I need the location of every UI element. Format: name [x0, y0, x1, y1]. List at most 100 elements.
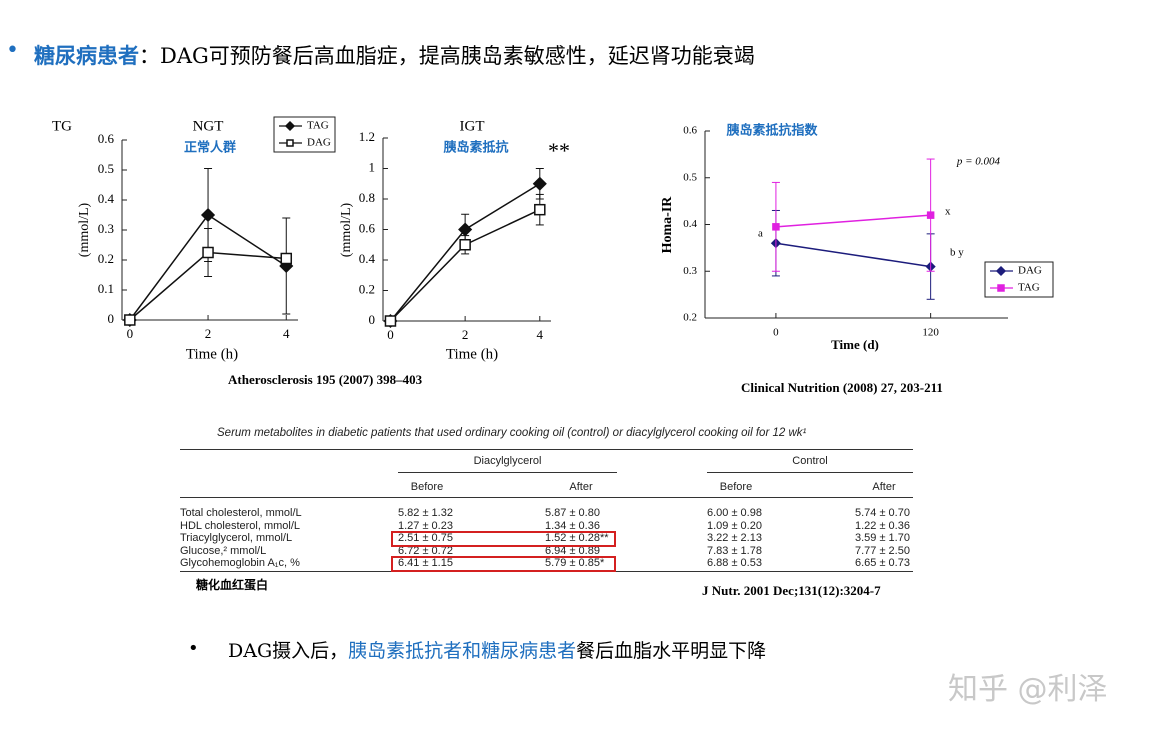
- cell: 2.51 ± 0.75: [398, 532, 453, 544]
- annotation: p = 0.004: [956, 156, 1001, 168]
- highlight-box: [391, 531, 616, 547]
- y-tick-label: 0.6: [359, 220, 376, 235]
- y-axis-label: (mmol/L): [339, 202, 354, 257]
- cell: 6.00 ± 0.98: [707, 507, 762, 519]
- cell: 1.52 ± 0.28**: [545, 532, 609, 544]
- highlight-box: [391, 556, 616, 572]
- annotation: x: [945, 206, 951, 218]
- group-header: Diacylglycerol: [473, 455, 542, 467]
- chart-title: NGT: [193, 118, 224, 134]
- y-tick-label: 0.2: [359, 281, 375, 296]
- heading: 糖尿病患者：DAG可预防餐后高血脂症，提高胰岛素敏感性，延迟肾功能衰竭: [34, 40, 755, 70]
- source: Clinical Nutrition (2008) 27, 203-211: [741, 380, 943, 395]
- source: Atherosclerosis 195 (2007) 398–403: [228, 372, 423, 387]
- y-tick-label: 0.4: [98, 191, 115, 206]
- y-tick-label: 1.2: [359, 129, 375, 144]
- chart-subtitle: 胰岛素抵抗: [443, 140, 508, 156]
- marker: [997, 284, 1005, 292]
- conclusion: DAG摄入后，胰岛素抵抗者和糖尿病患者餐后血脂水平明显下降: [228, 636, 766, 663]
- marker: [200, 207, 216, 223]
- marker: [995, 265, 1007, 277]
- y-tick-label: 0.2: [98, 251, 114, 266]
- y-tick-label: 0.5: [98, 161, 114, 176]
- cell: 5.87 ± 0.80: [545, 507, 600, 519]
- y-tick-label: 0: [369, 312, 376, 327]
- table-caption: Serum metabolites in diabetic patients t…: [217, 427, 807, 439]
- marker: [124, 314, 136, 326]
- legend-label: DAG: [307, 137, 331, 149]
- source: J Nutr. 2001 Dec;131(12):3204-7: [702, 583, 881, 598]
- y-tick-label: 0.6: [683, 125, 697, 137]
- rule: [180, 449, 913, 450]
- y-tick-label: 0.3: [683, 265, 697, 277]
- y-axis-label: (mmol/L): [77, 202, 92, 257]
- annotation: a: [758, 228, 763, 240]
- x-tick-label: 0: [773, 327, 779, 339]
- bullet: •: [6, 38, 19, 63]
- rule: [180, 497, 913, 498]
- marker: [534, 203, 546, 216]
- y-tick-label: 0.6: [98, 131, 115, 146]
- cell: 3.59 ± 1.70: [855, 532, 910, 544]
- cell: 3.22 ± 2.13: [707, 532, 762, 544]
- annotation: b y: [950, 247, 964, 259]
- cell: 1.09 ± 0.20: [707, 519, 762, 532]
- column-header: Before: [719, 481, 753, 493]
- legend-label: DAG: [1018, 265, 1042, 277]
- cell: 6.41 ± 1.15: [398, 557, 453, 569]
- x-tick-label: 0: [127, 326, 134, 341]
- annotation: **: [548, 138, 570, 163]
- cell: 1.34 ± 0.36: [545, 519, 600, 532]
- marker: [286, 139, 294, 147]
- cell: 5.79 ± 0.85*: [545, 557, 605, 569]
- rule: [398, 472, 617, 473]
- chart-subtitle: 正常人群: [184, 140, 236, 156]
- marker: [926, 211, 935, 219]
- y-tick-label: 0.4: [359, 251, 376, 266]
- heading-text: ：DAG可预防餐后高血脂症，提高胰岛素敏感性，延迟肾功能衰竭: [139, 44, 755, 68]
- x-tick-label: 4: [537, 327, 544, 342]
- column-header: After: [872, 481, 896, 493]
- conclusion-key: 胰岛素抵抗者和糖尿病患者: [348, 640, 577, 662]
- corner-label: TG: [52, 118, 72, 134]
- marker: [280, 252, 293, 265]
- legend-label: TAG: [307, 120, 329, 132]
- cell: 7.77 ± 2.50: [855, 544, 910, 557]
- marker: [384, 315, 397, 327]
- y-tick-label: 0.8: [359, 190, 375, 205]
- cell: 5.82 ± 1.32: [398, 507, 453, 519]
- legend-box: [984, 261, 1054, 298]
- series-line: [775, 214, 931, 228]
- x-axis-label: Time (h): [446, 346, 498, 362]
- cell: 1.27 ± 0.23: [398, 519, 453, 532]
- rule: [707, 472, 913, 473]
- row-label: Total cholesterol, mmol/L: [180, 507, 302, 519]
- cell: 5.74 ± 0.70: [855, 507, 910, 519]
- cell: 6.94 ± 0.89: [545, 544, 600, 557]
- y-tick-label: 1: [369, 159, 376, 174]
- marker: [772, 223, 780, 231]
- legend-label: TAG: [1018, 282, 1040, 294]
- bullet: •: [188, 638, 199, 659]
- y-tick-label: 0.4: [683, 218, 697, 230]
- y-tick-label: 0.5: [683, 171, 697, 183]
- row-label: Glucose,² mmol/L: [180, 544, 267, 557]
- charts: 0 0.1 0.2 0.3 0.4 0.5 0.6 0 2 4 TG NGT 正常人群 (mmol/L) T…: [52, 116, 1054, 362]
- y-axis-label: Homa-IR: [660, 196, 675, 254]
- row-label: HDL cholesterol, mmol/L: [180, 519, 301, 532]
- chart-title: 胰岛素抵抗指数: [726, 123, 818, 139]
- y-tick-label: 0.3: [98, 221, 114, 236]
- marker: [459, 239, 471, 251]
- conclusion-text: 餐后血脂水平明显下降: [576, 640, 767, 662]
- x-tick-label: 4: [283, 326, 290, 341]
- y-tick-label: 0: [108, 311, 115, 326]
- cell: 6.88 ± 0.53: [707, 557, 762, 569]
- conclusion-text: DAG摄入后，: [228, 640, 349, 662]
- column-header: After: [569, 481, 593, 493]
- x-tick-label: 0: [387, 327, 394, 342]
- heading-key: 糖尿病患者: [34, 43, 139, 68]
- x-tick-label: 2: [462, 327, 469, 342]
- x-axis-label: Time (d): [831, 337, 879, 352]
- x-axis-label: Time (h): [186, 346, 238, 362]
